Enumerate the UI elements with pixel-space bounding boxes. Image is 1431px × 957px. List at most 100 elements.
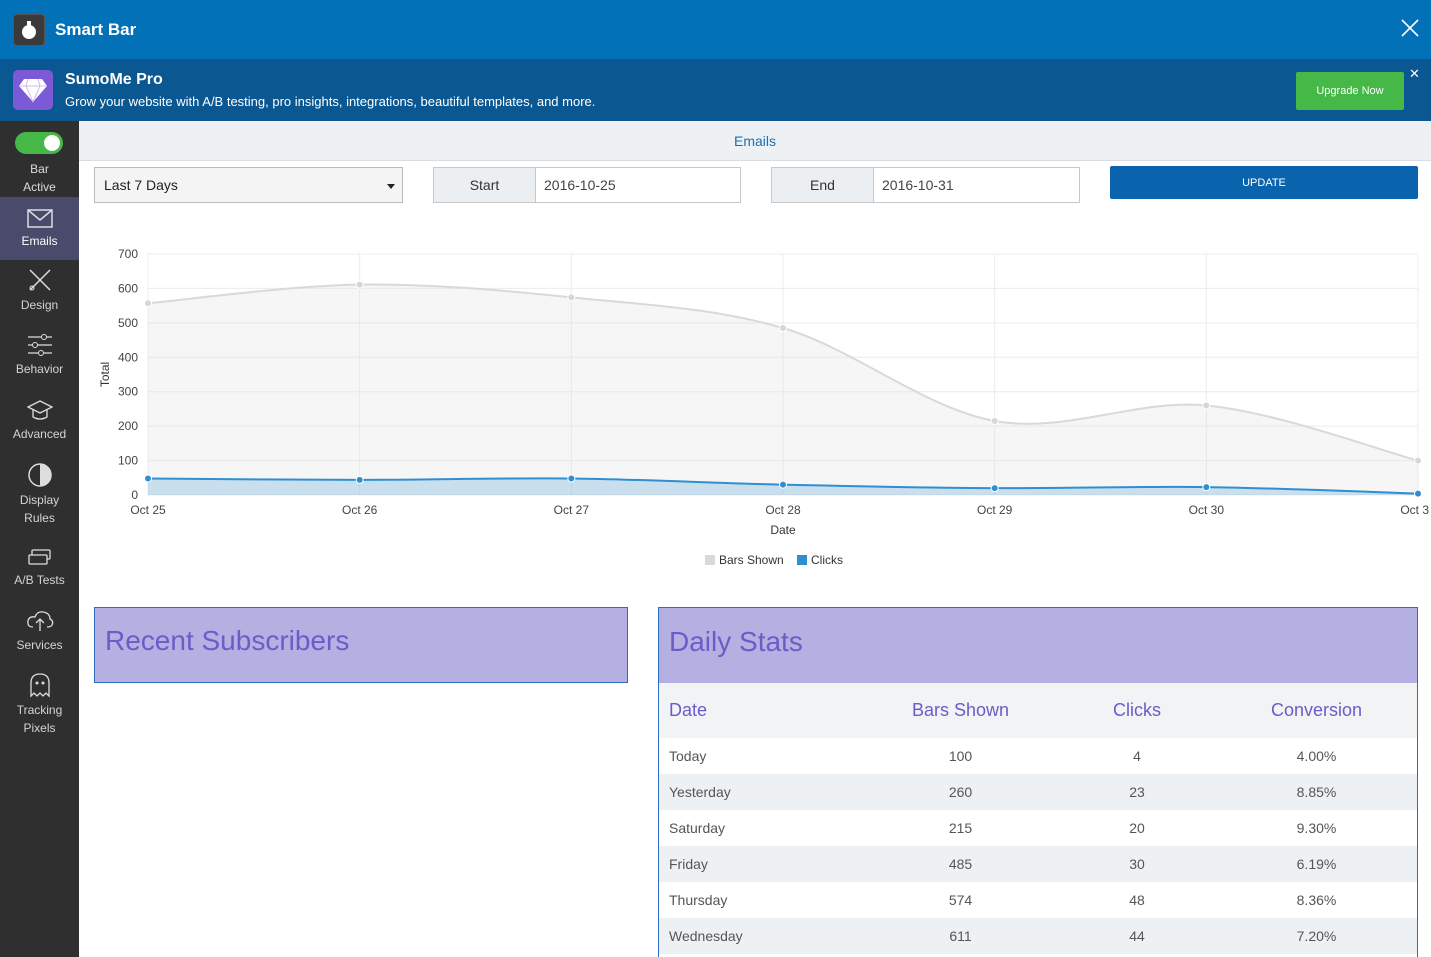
table-row: Yesterday 260 23 8.85% [659,774,1417,810]
end-date-group: End [771,167,1080,203]
date-range-select[interactable]: Last 7 Days [94,167,403,203]
start-date-input[interactable] [536,168,740,202]
data-point [567,293,576,302]
legend-swatch [705,555,715,565]
sidebar-item-emails[interactable]: Emails [0,197,79,260]
end-date-input[interactable] [874,168,1079,202]
column-header-clicks[interactable]: Clicks [1058,683,1216,738]
sidebar-item-label: A/B Tests [14,573,65,587]
data-point [1414,489,1422,498]
table-row: Saturday 215 20 9.30% [659,810,1417,846]
data-point [990,416,999,425]
bar-active-toggle-group: Bar Active [0,121,79,196]
table-row: Thursday 574 48 8.36% [659,882,1417,918]
data-point [990,484,999,493]
banner-close-icon[interactable]: ✕ [1409,66,1420,81]
y-tick-label: 200 [118,419,138,433]
ghost-icon [29,673,50,698]
start-label: Start [434,168,536,202]
cell-date: Yesterday [659,774,863,810]
cell-conversion: 8.85% [1216,774,1417,810]
column-header-date[interactable]: Date [659,683,863,738]
recent-subscribers-title: Recent Subscribers [105,625,350,656]
daily-stats-panel: Daily Stats Date Bars Shown Clicks Conve… [658,607,1418,957]
cell-conversion: 9.30% [1296,820,1337,836]
cell-clicks: 20 [1129,820,1145,836]
sidebar-item-label: Display Rules [19,493,60,525]
y-tick-label: 400 [118,350,138,364]
cell-clicks: 48 [1129,892,1145,908]
series-area-bars-shown [148,284,1418,495]
sidebar-item-display-rules[interactable]: Display Rules [0,462,79,527]
cell-bars-shown: 100 [948,748,973,764]
sidebar-item-ab-tests[interactable]: A/B Tests [0,548,79,589]
date-range-value: Last 7 Days [104,177,178,193]
start-date-group: Start [433,167,741,203]
sidebar: Bar Active Emails Design Behavior Advanc… [0,121,79,957]
daily-stats-title: Daily Stats [669,626,803,657]
bar-active-toggle[interactable] [15,132,63,154]
data-point [1202,401,1211,410]
data-point [567,474,576,483]
cell-clicks: 44 [1058,918,1216,954]
y-tick-label: 500 [118,316,138,330]
x-axis-label: Date [770,523,796,537]
table-row: Wednesday 611 44 7.20% [659,918,1417,954]
sidebar-item-label: Emails [21,234,58,248]
cloud-upload-icon [26,611,53,631]
table-header-row: Date Bars Shown Clicks Conversion [659,683,1417,738]
pro-banner: SumoMe Pro Grow your website with A/B te… [0,59,1431,121]
sidebar-item-design[interactable]: Design [0,267,79,314]
upgrade-now-button[interactable]: Upgrade Now [1296,72,1404,110]
banner-text: Grow your website with A/B testing, pro … [65,94,596,109]
sidebar-item-tracking-pixels[interactable]: Tracking Pixels [0,672,79,737]
data-point [355,280,364,289]
data-point [355,475,364,484]
legend-label: Bars Shown [719,553,784,567]
x-tick-label: Oct 30 [1189,503,1225,517]
data-point [1202,483,1211,492]
x-tick-label: Oct 25 [130,503,166,517]
cell-conversion: 4.00% [1296,748,1337,764]
cell-bars-shown: 215 [948,820,973,836]
y-tick-label: 300 [118,385,138,399]
y-tick-label: 700 [118,247,138,261]
cell-date: Thursday [669,892,728,908]
sidebar-item-label: Tracking Pixels [16,703,63,735]
sidebar-item-label: Design [20,298,59,312]
x-tick-label: Oct 28 [765,503,801,517]
y-tick-label: 600 [118,281,138,295]
half-circle-icon [27,463,52,487]
table-row: Friday 485 30 6.19% [659,846,1417,882]
data-point [144,474,152,483]
y-tick-label: 0 [131,488,138,502]
cell-conversion: 8.36% [1296,892,1337,908]
x-tick-label: Oct 29 [977,503,1013,517]
cell-date: Saturday [669,820,726,836]
x-tick-label: Oct 31 [1400,503,1430,517]
graduation-cap-icon [26,400,53,420]
section-title[interactable]: Emails [733,132,776,149]
cell-bars-shown: 485 [863,846,1058,882]
cell-date: Today [669,748,707,764]
cell-conversion: 6.19% [1216,846,1417,882]
y-axis-label: Total [98,362,112,387]
cell-bars-shown: 260 [863,774,1058,810]
sidebar-item-label: Advanced [12,427,67,441]
end-label: End [772,168,874,202]
cell-date: Wednesday [659,918,863,954]
sidebar-item-label: Behavior [15,362,64,376]
data-point [779,480,787,489]
sidebar-item-behavior[interactable]: Behavior [0,333,79,378]
x-tick-label: Oct 26 [342,503,378,517]
sidebar-item-advanced[interactable]: Advanced [0,398,79,443]
column-header-conversion[interactable]: Conversion [1216,683,1417,738]
daily-stats-header: Daily Stats [659,608,1417,683]
table-row: Today 100 4 4.00% [659,738,1417,774]
update-button[interactable]: UPDATE [1110,166,1418,199]
sidebar-item-label: Services [16,638,63,652]
cell-date: Friday [659,846,863,882]
column-header-bars-shown[interactable]: Bars Shown [863,683,1058,738]
close-icon[interactable] [1399,17,1421,39]
sidebar-item-services[interactable]: Services [0,609,79,654]
